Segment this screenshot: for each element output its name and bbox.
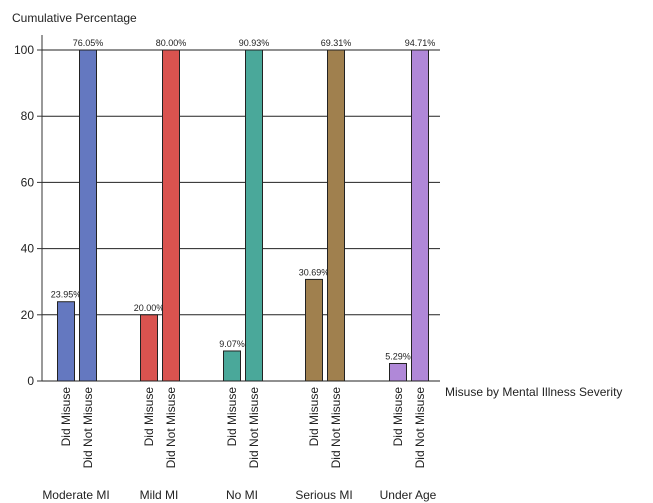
x-axis-label: Misuse by Mental Illness Severity <box>445 385 622 399</box>
group-label-serious-mi: Serious MI <box>295 488 352 502</box>
bar-mild-mi-did-misuse <box>140 314 158 382</box>
bar-moderate-mi-did-misuse <box>57 301 75 382</box>
bar-under-age-did-not-misuse-value-label: 94.71% <box>405 38 436 48</box>
bar-under-age-did-not-misuse <box>411 49 429 382</box>
bar-serious-mi-did-misuse-value-label: 30.69% <box>299 267 330 277</box>
bar-moderate-mi-did-misuse-value-label: 23.95% <box>51 290 82 300</box>
bar-serious-mi-did-misuse-category-label: Did Misuse <box>307 387 321 447</box>
bar-under-age-did-misuse-category-label: Did Misuse <box>391 387 405 447</box>
bar-serious-mi-did-not-misuse-value-label: 69.31% <box>321 38 352 48</box>
grid-lines <box>42 49 440 382</box>
bar-no-mi-did-misuse <box>223 350 241 382</box>
bar-serious-mi-did-misuse <box>305 278 323 382</box>
bar-mild-mi-did-misuse-value-label: 20.00% <box>134 303 165 313</box>
bar-mild-mi-did-misuse-category-label: Did Misuse <box>142 387 156 447</box>
y-tick-label-100: 100 <box>14 43 34 57</box>
bar-under-age-did-misuse-value-label: 5.29% <box>385 351 411 361</box>
bar-no-mi-did-misuse-category-label: Did Misuse <box>225 387 239 447</box>
y-axis-ticks: 0 20 40 60 80 100 <box>14 43 42 388</box>
bar-serious-mi-did-not-misuse-category-label: Did Not Misuse <box>329 387 343 469</box>
group-label-moderate-mi: Moderate MI <box>42 488 109 502</box>
bar-moderate-mi-did-not-misuse-value-label: 76.05% <box>73 38 104 48</box>
bar-under-age-did-misuse <box>389 362 407 382</box>
y-tick-label-0: 0 <box>27 374 34 388</box>
bar-no-mi-did-not-misuse-category-label: Did Not Misuse <box>247 387 261 469</box>
group-label-no-mi: No MI <box>226 488 258 502</box>
bar-mild-mi-did-not-misuse-value-label: 80.00% <box>156 38 187 48</box>
bars: 23.95% Did Misuse 76.05% Did Not Misuse Mode… <box>42 38 436 502</box>
bar-no-mi-did-not-misuse <box>245 49 263 382</box>
group-label-under-age: Under Age <box>380 488 437 502</box>
y-axis-label: Cumulative Percentage <box>12 11 137 25</box>
bar-mild-mi-did-not-misuse <box>162 49 180 382</box>
bar-serious-mi-did-not-misuse <box>327 49 345 382</box>
y-tick-label-60: 60 <box>21 175 35 189</box>
bar-under-age-did-not-misuse-category-label: Did Not Misuse <box>413 387 427 469</box>
y-tick-label-40: 40 <box>21 242 35 256</box>
bar-mild-mi-did-not-misuse-category-label: Did Not Misuse <box>164 387 178 469</box>
group-label-mild-mi: Mild MI <box>140 488 179 502</box>
y-tick-label-20: 20 <box>21 308 35 322</box>
bar-no-mi-did-misuse-value-label: 9.07% <box>219 339 245 349</box>
bar-no-mi-did-not-misuse-value-label: 90.93% <box>239 38 270 48</box>
bar-moderate-mi-did-misuse-category-label: Did Misuse <box>59 387 73 447</box>
y-tick-label-80: 80 <box>21 109 35 123</box>
bar-moderate-mi-did-not-misuse-category-label: Did Not Misuse <box>81 387 95 469</box>
bar-moderate-mi-did-not-misuse <box>79 49 97 382</box>
